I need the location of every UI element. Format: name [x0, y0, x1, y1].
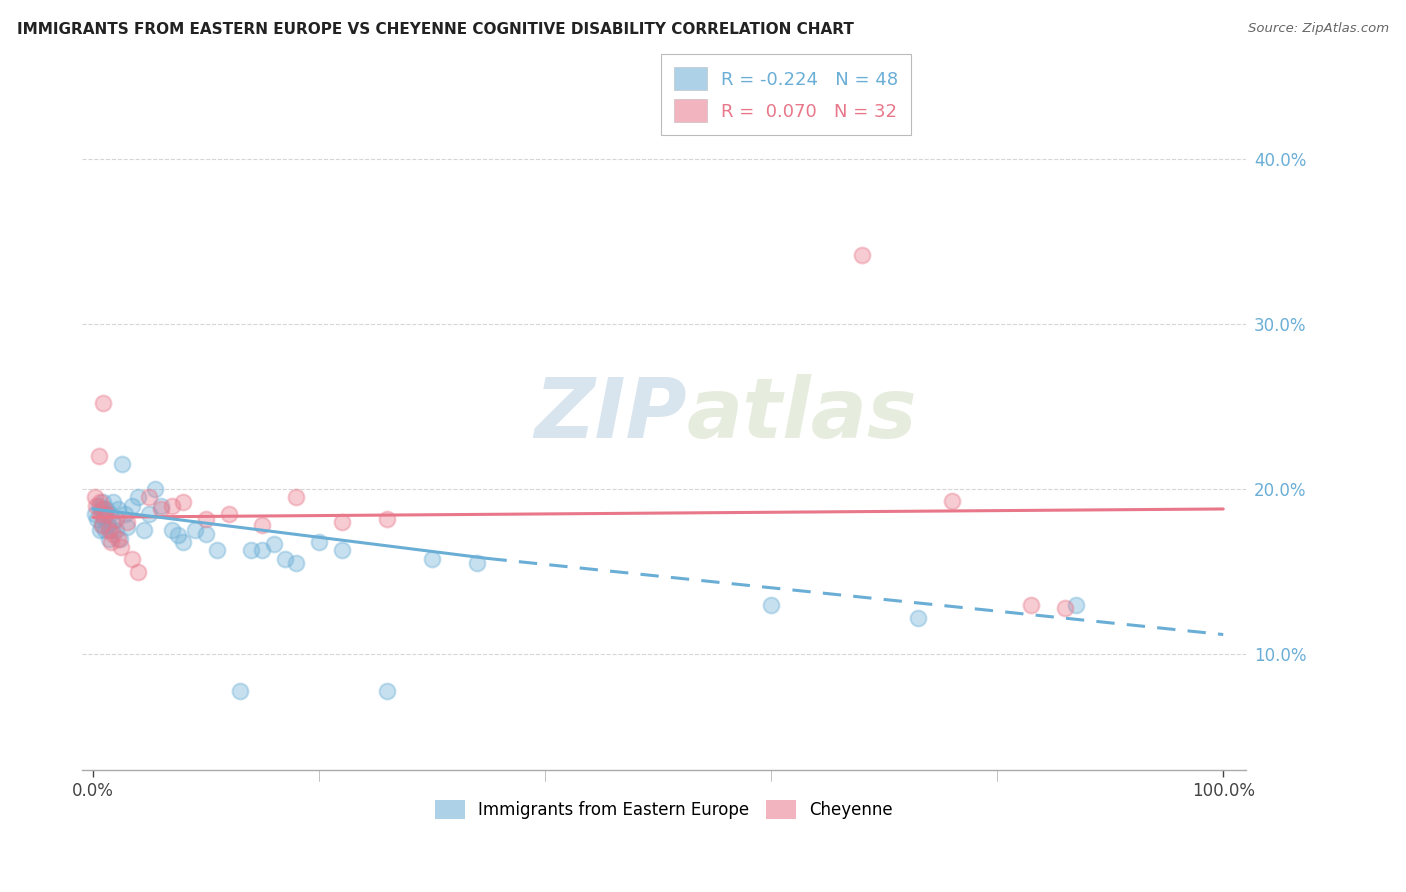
Point [465, 557, 488, 571]
Point [89, 524, 111, 538]
Point [907, 611, 929, 625]
Point [84, 499, 107, 513]
Point [84, 491, 107, 505]
Point [107, 532, 129, 546]
Point [103, 526, 125, 541]
Point [308, 535, 330, 549]
Point [229, 683, 252, 698]
Point [149, 499, 172, 513]
Point [1019, 598, 1042, 612]
Point [103, 495, 125, 509]
Point [90, 507, 112, 521]
Point [183, 524, 205, 538]
Point [91, 518, 114, 533]
Point [143, 482, 166, 496]
Point [87, 499, 110, 513]
Point [166, 528, 188, 542]
Point [194, 526, 217, 541]
Point [93, 510, 115, 524]
Text: IMMIGRANTS FROM EASTERN EUROPE VS CHEYENNE COGNITIVE DISABILITY CORRELATION CHAR: IMMIGRANTS FROM EASTERN EUROPE VS CHEYEN… [17, 22, 853, 37]
Point [96, 502, 118, 516]
Point [91, 396, 114, 410]
Point [759, 598, 782, 612]
Point [101, 515, 124, 529]
Text: Source: ZipAtlas.com: Source: ZipAtlas.com [1249, 22, 1389, 36]
Point [330, 543, 353, 558]
Point [194, 512, 217, 526]
Point [285, 557, 308, 571]
Point [111, 458, 134, 472]
Point [87, 449, 110, 463]
Point [93, 502, 115, 516]
Point [121, 551, 143, 566]
Point [90, 502, 112, 516]
Point [91, 495, 114, 509]
Point [115, 515, 138, 529]
Point [1064, 598, 1087, 612]
Point [107, 502, 129, 516]
Point [86, 512, 108, 526]
Point [851, 247, 873, 261]
Point [138, 507, 160, 521]
Point [104, 512, 127, 526]
Legend: Immigrants from Eastern Europe, Cheyenne: Immigrants from Eastern Europe, Cheyenne [427, 793, 900, 826]
Point [132, 524, 155, 538]
Point [98, 507, 121, 521]
Point [91, 518, 114, 533]
Point [97, 532, 120, 546]
Point [330, 515, 353, 529]
Point [97, 518, 120, 533]
Point [252, 543, 274, 558]
Point [160, 499, 183, 513]
Point [110, 540, 132, 554]
Point [94, 524, 117, 538]
Point [160, 524, 183, 538]
Point [104, 524, 127, 538]
Point [96, 507, 118, 521]
Point [285, 491, 308, 505]
Text: atlas: atlas [688, 375, 918, 455]
Point [240, 543, 263, 558]
Text: ZIP: ZIP [534, 375, 688, 455]
Point [207, 543, 229, 558]
Point [100, 535, 122, 549]
Point [89, 495, 111, 509]
Point [97, 524, 120, 538]
Point [100, 524, 122, 538]
Point [1053, 601, 1076, 615]
Point [252, 518, 274, 533]
Point [420, 551, 443, 566]
Point [218, 507, 240, 521]
Point [274, 551, 297, 566]
Point [375, 512, 398, 526]
Point [172, 495, 194, 509]
Point [115, 520, 138, 534]
Point [127, 491, 149, 505]
Point [172, 535, 194, 549]
Point [84, 507, 107, 521]
Point [114, 507, 136, 521]
Point [263, 536, 285, 550]
Point [149, 502, 172, 516]
Point [941, 493, 963, 508]
Point [121, 499, 143, 513]
Point [375, 683, 398, 698]
Point [108, 532, 131, 546]
Point [127, 565, 149, 579]
Point [138, 491, 160, 505]
